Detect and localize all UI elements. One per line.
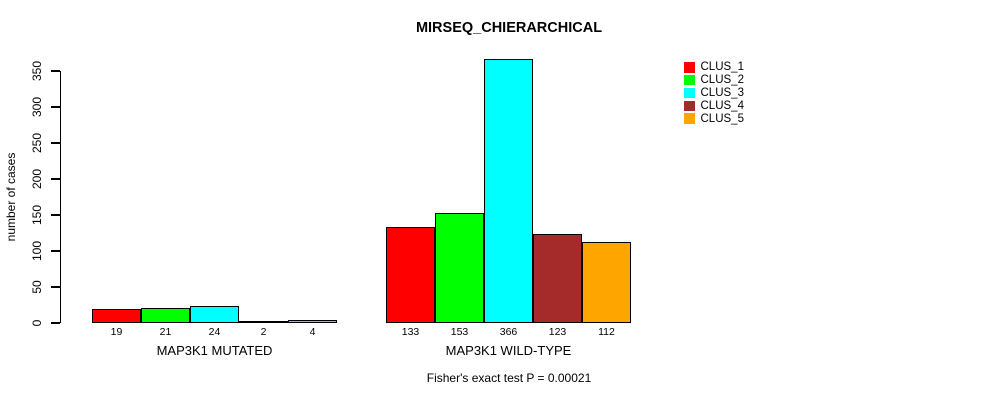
legend-label: CLUS_4 [700,99,744,112]
y-axis-label: number of cases [4,152,18,242]
bar-clus_3-group1 [190,306,239,323]
bar-clus_5-group1 [288,320,337,323]
bar-value-label: 112 [598,326,615,338]
legend-color-swatch [684,74,695,86]
y-tick [51,106,60,108]
legend-color-swatch [684,113,695,124]
stat-annotation: Fisher's exact test P = 0.00021 [426,371,592,385]
bar-clus_1-group1 [92,309,141,323]
legend-item-clus_1: CLUS_1 [684,61,744,74]
bar-value-label: 366 [499,326,518,338]
bar-value-label: 123 [548,326,567,338]
legend-color-swatch [684,62,695,73]
x-axis-group-label: MAP3K1 WILD-TYPE [445,343,572,358]
bar-value-label: 21 [159,326,172,338]
bar-value-label: 4 [309,326,316,338]
y-tick [51,250,60,252]
y-tick [51,70,60,72]
y-axis-line [59,71,61,323]
y-tick-label: 200 [30,168,44,190]
y-tick-label: 250 [30,132,44,154]
bar-clus_3-group2 [484,59,533,323]
y-tick-label: 300 [30,96,44,118]
chart-title: MIRSEQ_CHIERARCHICAL [415,20,603,36]
y-tick [51,178,60,180]
bar-value-label: 133 [401,326,420,338]
bar-clus_5-group2 [582,242,631,323]
legend-color-swatch [684,87,695,99]
legend-item-clus_2: CLUS_2 [684,74,744,87]
legend-label: CLUS_1 [700,61,744,74]
y-tick [51,214,60,216]
bar-value-label: 153 [450,326,469,338]
legend-label: CLUS_3 [700,86,744,99]
y-tick-label: 150 [30,204,44,226]
legend: CLUS_1 CLUS_2 CLUS_3 CLUS_4 CLUS_5 [684,61,744,125]
y-tick [51,322,60,324]
bar-clus_4-group1 [239,321,288,323]
y-tick [51,142,60,144]
y-tick-label: 100 [30,240,44,262]
y-tick-label: 350 [30,60,44,82]
legend-label: CLUS_2 [700,74,744,87]
y-tick [51,286,60,288]
legend-label: CLUS_5 [700,112,744,125]
legend-color-swatch [684,100,695,112]
legend-item-clus_3: CLUS_3 [684,87,744,100]
x-axis-group-label: MAP3K1 MUTATED [156,343,273,358]
bar-value-label: 2 [260,326,267,338]
bar-clus_1-group2 [386,227,435,323]
y-tick-label: 0 [30,319,44,327]
y-tick-label: 50 [30,280,44,294]
bar-clus_2-group1 [141,308,190,323]
bar-clus_4-group2 [533,234,582,323]
legend-item-clus_5: CLUS_5 [684,112,744,125]
bar-value-label: 24 [208,326,221,338]
bar-clus_2-group2 [435,213,484,323]
bar-value-label: 19 [110,326,123,338]
legend-item-clus_4: CLUS_4 [684,99,744,112]
